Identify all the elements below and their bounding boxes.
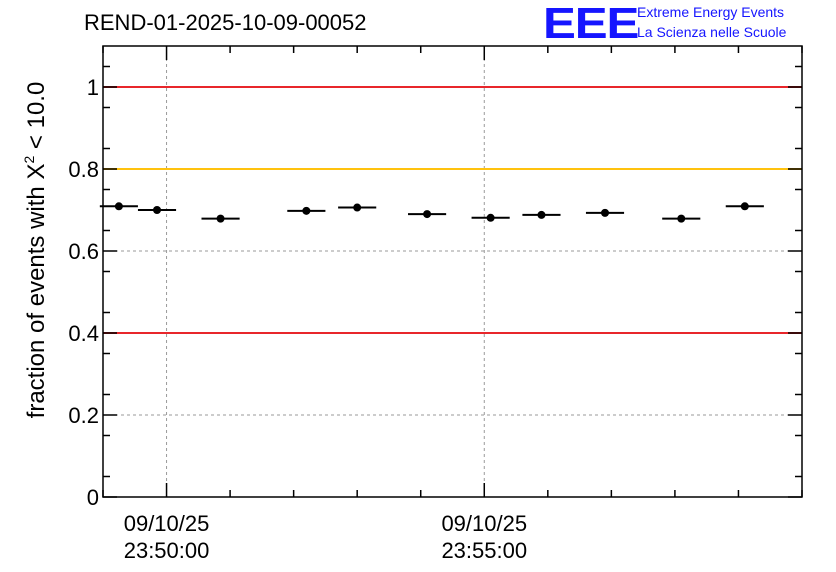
data-point [153, 206, 162, 214]
axis-ticks [102, 46, 803, 498]
eee-logo: EEE [543, 0, 639, 48]
reference-lines [103, 86, 802, 334]
data-point [114, 202, 123, 211]
y-axis-label-suffix: < 10.0 [23, 81, 50, 156]
data-point [423, 210, 432, 219]
x-tick-date: 09/10/25 [441, 511, 527, 536]
y-tick-label: 0.8 [68, 157, 99, 182]
data-point [216, 214, 225, 223]
grid-lines [103, 46, 802, 497]
data-point [486, 213, 495, 222]
data-point [740, 202, 749, 211]
x-tick-time: 23:55:00 [441, 538, 527, 563]
y-axis-label: fraction of events with X2 < 10.0 [21, 82, 51, 419]
y-tick-label: 0.6 [68, 239, 99, 264]
data-series [99, 202, 764, 223]
y-tick-label: 1 [87, 75, 99, 100]
x-tick-time: 23:50:00 [124, 538, 210, 563]
y-axis-label-prefix: fraction of events with X [23, 163, 50, 419]
data-point [601, 208, 610, 217]
chart-title: REND-01-2025-10-09-00052 [84, 10, 367, 35]
logo-line-2: La Scienza nelle Scuole [637, 24, 787, 40]
y-axis-label-sup: 2 [21, 155, 37, 164]
data-point [302, 206, 311, 215]
plot-frame [102, 45, 803, 498]
tick-labels: 00.20.40.60.8109/10/2523:50:0009/10/2523… [68, 75, 527, 563]
logo-line-1: Extreme Energy Events [637, 4, 785, 20]
data-point [353, 203, 362, 212]
y-tick-label: 0 [87, 485, 99, 510]
data-point [677, 214, 686, 223]
y-tick-label: 0.2 [68, 403, 99, 428]
data-point [537, 210, 546, 219]
y-tick-label: 0.4 [68, 321, 99, 346]
x-tick-date: 09/10/25 [124, 511, 210, 536]
